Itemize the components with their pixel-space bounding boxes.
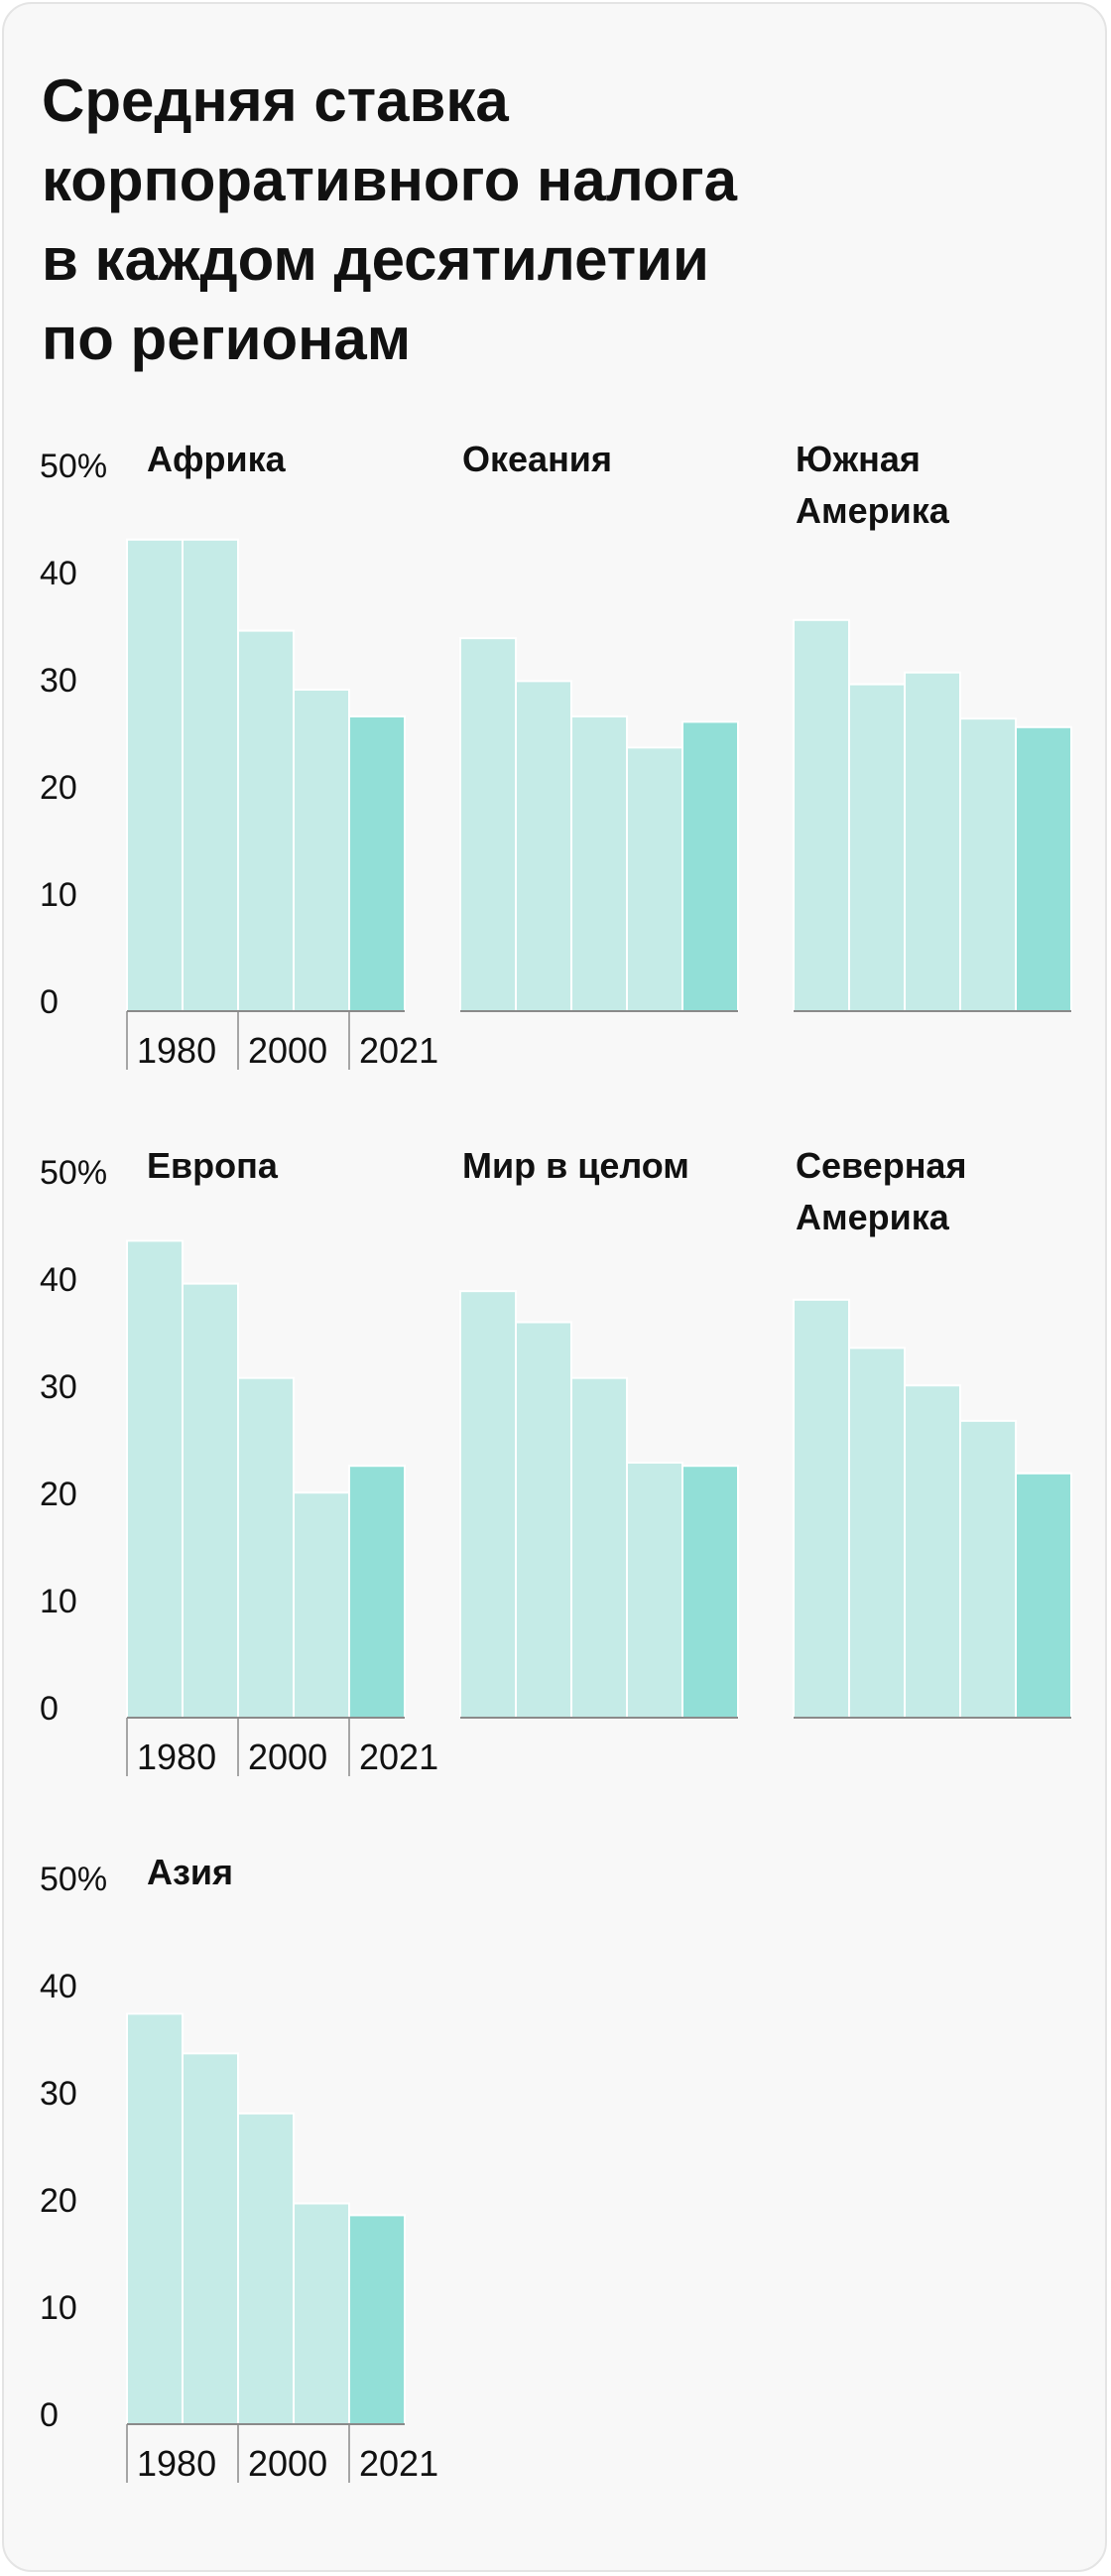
- bar: [237, 1376, 295, 1719]
- x-tick-label: 1980: [137, 1737, 216, 1777]
- y-tick-label: 30: [40, 2075, 77, 2113]
- bar: [515, 680, 572, 1012]
- bar: [1015, 725, 1072, 1012]
- bar: [626, 746, 683, 1012]
- panel-title: Европа: [147, 1145, 279, 1186]
- bar: [848, 1347, 906, 1720]
- bar: [904, 1384, 961, 1719]
- bar: [959, 1419, 1017, 1719]
- y-tick-label: 20: [40, 769, 77, 807]
- y-tick-label: 0: [40, 1690, 59, 1728]
- bar: [848, 683, 906, 1012]
- bar: [793, 1298, 850, 1720]
- bar: [348, 2214, 406, 2425]
- bar: [348, 1465, 406, 1719]
- bar: [237, 2112, 295, 2426]
- y-tick-label: 20: [40, 1476, 77, 1513]
- bar: [182, 1282, 239, 1719]
- y-tick-label: 50%: [40, 1861, 107, 1898]
- bar: [515, 1321, 572, 1719]
- bar: [793, 618, 850, 1012]
- panel-title: Африка: [147, 439, 287, 479]
- bar: [626, 1461, 683, 1719]
- bar: [293, 1491, 350, 1719]
- bar: [904, 671, 961, 1012]
- bar: [681, 720, 739, 1013]
- x-tick-label: 2000: [248, 1030, 327, 1071]
- y-tick-label: 50%: [40, 448, 107, 485]
- x-tick-label: 2021: [359, 1030, 438, 1071]
- x-tick-label: 2000: [248, 2443, 327, 2484]
- y-tick-label: 10: [40, 876, 77, 914]
- bar: [182, 2052, 239, 2426]
- bar: [126, 2012, 184, 2425]
- bar: [182, 538, 239, 1012]
- y-tick-label: 0: [40, 983, 59, 1021]
- bar: [1015, 1472, 1072, 1720]
- panel-title: Океания: [462, 439, 612, 479]
- bar: [570, 1376, 628, 1719]
- x-tick-label: 1980: [137, 2443, 216, 2484]
- y-tick-label: 40: [40, 555, 77, 592]
- chart-title: Средняя ставка корпоративного налога в к…: [42, 67, 737, 372]
- y-tick-label: 0: [40, 2396, 59, 2434]
- bar: [348, 715, 406, 1012]
- bar: [681, 1465, 739, 1719]
- y-tick-label: 20: [40, 2182, 77, 2220]
- y-tick-label: 40: [40, 1261, 77, 1299]
- x-tick-label: 2021: [359, 2443, 438, 2484]
- bar: [293, 689, 350, 1012]
- bar: [959, 717, 1017, 1012]
- y-tick-label: 10: [40, 2289, 77, 2327]
- panel-title: Азия: [147, 1852, 233, 1892]
- y-tick-label: 10: [40, 1583, 77, 1620]
- bar: [126, 1239, 184, 1720]
- panel-title: Мир в целом: [462, 1145, 689, 1186]
- bar: [459, 1290, 517, 1720]
- bar: [293, 2202, 350, 2426]
- x-tick-label: 2000: [248, 1737, 327, 1777]
- y-tick-label: 30: [40, 1368, 77, 1406]
- bar: [126, 538, 184, 1012]
- panel-title: Северная Америка: [796, 1145, 966, 1237]
- panel-title: Южная Америка: [796, 439, 950, 531]
- y-tick-label: 30: [40, 662, 77, 700]
- bar: [237, 629, 295, 1012]
- bar: [570, 715, 628, 1012]
- bar: [459, 637, 517, 1012]
- x-tick-label: 2021: [359, 1737, 438, 1777]
- y-tick-label: 50%: [40, 1154, 107, 1192]
- y-tick-label: 40: [40, 1968, 77, 2005]
- x-tick-label: 1980: [137, 1030, 216, 1071]
